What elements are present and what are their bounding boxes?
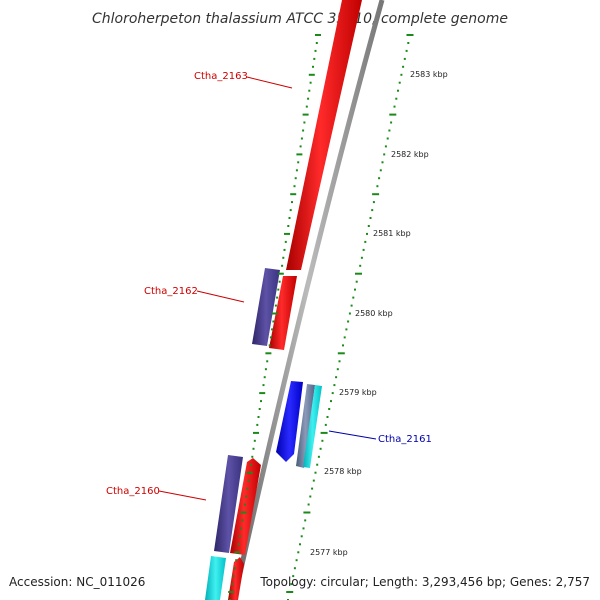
feature-ctha-2163: [286, 0, 362, 270]
backbone-track: [231, 0, 385, 600]
tick-ring-outer: [286, 34, 414, 600]
gene-label-ctha-2161[interactable]: Ctha_2161: [378, 434, 432, 445]
gene-label-ctha-2160[interactable]: Ctha_2160: [106, 486, 160, 497]
kbp-label-2578: 2578 kbp: [324, 467, 362, 476]
accession-text: Accession: NC_011026: [9, 575, 145, 589]
feature-red-3: [230, 458, 261, 555]
leader-ctha-2163: [246, 76, 293, 89]
feature-cyan-1: [303, 385, 322, 468]
leader-ctha-2162: [196, 290, 245, 303]
feature-slate: [296, 384, 315, 468]
genome-summary-text: Topology: circular; Length: 3,293,456 bp…: [259, 575, 590, 589]
leader-ctha-2160: [158, 490, 207, 501]
feature-ctha-2161-blue: [276, 381, 303, 462]
gene-label-ctha-2163[interactable]: Ctha_2163: [194, 71, 248, 82]
kbp-label-2580: 2580 kbp: [355, 309, 393, 318]
feature-purple-1: [252, 268, 280, 346]
kbp-label-2581: 2581 kbp: [373, 229, 411, 238]
map-title: Chloroherpeton thalassium ATCC 35110, co…: [92, 11, 508, 27]
leader-ctha-2161: [328, 430, 377, 440]
kbp-label-2582: 2582 kbp: [391, 150, 429, 159]
kbp-label-2583: 2583 kbp: [410, 70, 448, 79]
tick-ring-inner: [228, 34, 321, 600]
kbp-label-2577: 2577 kbp: [310, 548, 348, 557]
feature-red-4: [228, 557, 244, 600]
feature-cyan-2: [205, 556, 226, 600]
kbp-label-2579: 2579 kbp: [339, 388, 377, 397]
gene-label-ctha-2162[interactable]: Ctha_2162: [144, 286, 198, 297]
feature-purple-2: [214, 455, 243, 553]
feature-red-2: [269, 276, 297, 350]
